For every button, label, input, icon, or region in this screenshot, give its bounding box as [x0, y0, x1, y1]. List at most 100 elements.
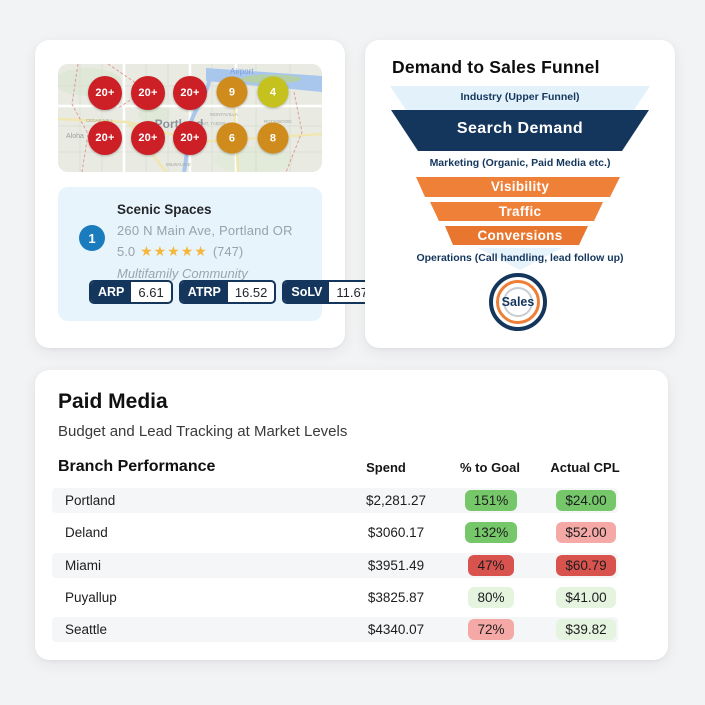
listing-address: 260 N Main Ave, Portland OR — [117, 223, 293, 238]
listing-name: Scenic Spaces — [117, 202, 212, 217]
map-area-label: CEDAR MILL — [86, 118, 114, 123]
funnel-stage-conversions — [445, 226, 588, 245]
sales-label: Sales — [501, 295, 535, 309]
table-row: Puyallup $3825.87 80% $41.00 — [52, 585, 618, 610]
funnel-label-traffic: Traffic — [498, 204, 542, 219]
metric-badge-atrp: ATRP 16.52 — [178, 280, 277, 304]
metric-label: SoLV — [284, 282, 330, 302]
funnel-label-visibility: Visibility — [490, 179, 550, 194]
branch-cell: Deland — [65, 525, 108, 540]
goal-badge: 80% — [468, 587, 514, 608]
funnel-label-operations: Operations (Call handling, lead follow u… — [416, 252, 624, 264]
goal-badge: 72% — [468, 619, 514, 640]
funnel-stage-traffic — [430, 202, 603, 221]
table-row: Miami $3951.49 47% $60.79 — [52, 553, 618, 578]
cpl-badge: $24.00 — [556, 490, 616, 511]
listing-rating-row: 5.0 ★★★★★ (747) — [117, 243, 317, 260]
map-area-label: Aloha — [66, 133, 84, 140]
goal-badge: 151% — [464, 490, 518, 511]
branch-cell: Seattle — [65, 622, 108, 637]
table-row: Portland $2,281.27 151% $24.00 — [52, 488, 618, 513]
metric-badge-arp: ARP 6.61 — [89, 280, 173, 304]
spend-cell: $3825.87 — [367, 590, 425, 605]
listing-rank-badge: 1 — [79, 225, 105, 251]
star-rating-icon: ★★★★★ — [140, 243, 208, 259]
funnel-title: Demand to Sales Funnel — [392, 57, 600, 77]
map-marker-count: 4 — [269, 86, 277, 98]
map-marker[interactable]: 20+ — [173, 76, 207, 110]
branch-cell: Portland — [65, 493, 116, 508]
cpl-badge: $41.00 — [556, 587, 616, 608]
map-marker[interactable]: 20+ — [131, 121, 165, 155]
map-marker-count: 20+ — [95, 132, 115, 144]
listing-item[interactable]: 1 Scenic Spaces 260 N Main Ave, Portland… — [58, 187, 377, 321]
metric-label: ATRP — [180, 282, 228, 302]
listing-category: Multifamily Community — [117, 266, 248, 281]
map-marker[interactable]: 9 — [216, 76, 248, 108]
review-count: (747) — [212, 244, 244, 259]
funnel-label-marketing: Marketing (Organic, Paid Media etc.) — [429, 157, 611, 169]
map-marker-count: 20+ — [138, 132, 158, 144]
cpl-badge: $60.79 — [556, 555, 616, 576]
map-marker-count: 20+ — [138, 87, 158, 99]
column-header-spend: Spend — [366, 460, 406, 475]
metric-value: 6.61 — [138, 284, 164, 300]
spend-cell: $2,281.27 — [365, 493, 427, 508]
map-marker[interactable]: 20+ — [88, 76, 122, 110]
map-marker[interactable]: 6 — [216, 122, 248, 154]
map-marker[interactable]: 20+ — [88, 121, 122, 155]
table-row: Deland $3060.17 132% $52.00 — [52, 520, 618, 545]
map-marker-count: 20+ — [180, 132, 200, 144]
card-subtitle: Budget and Lead Tracking at Market Level… — [58, 423, 348, 440]
spend-cell: $3951.49 — [367, 558, 425, 573]
metric-badge-solv: SoLV 11.67 — [282, 280, 377, 304]
rating-value: 5.0 — [117, 244, 136, 259]
goal-badge: 132% — [464, 522, 518, 543]
map-area-label: ROCKWOOD — [264, 119, 292, 124]
map-airport-label: Airport — [230, 67, 254, 76]
map-marker-count: 9 — [228, 86, 236, 98]
map-marker-count: 8 — [269, 132, 277, 144]
funnel-label-industry: Industry (Upper Funnel) — [460, 91, 580, 103]
funnel-apex — [478, 248, 562, 270]
map-area-label: MONTAVILLA — [210, 112, 238, 117]
funnel-label-conversions: Conversions — [477, 228, 563, 243]
funnel-stage-visibility — [416, 177, 620, 197]
branch-cell: Miami — [65, 558, 101, 573]
goal-badge: 47% — [468, 555, 514, 576]
funnel-stage-search-demand — [391, 110, 649, 151]
map-marker[interactable]: 4 — [257, 76, 289, 108]
branch-cell: Puyallup — [65, 590, 117, 605]
funnel-card: Demand to Sales Funnel Industry (Upper F… — [365, 40, 675, 348]
cpl-badge: $52.00 — [556, 522, 616, 543]
table-row: Seattle $4340.07 72% $39.82 — [52, 617, 618, 642]
paid-media-card: Paid Media Budget and Lead Tracking at M… — [35, 370, 668, 660]
listing-metrics: ARP 6.61 ATRP 16.52 SoLV 11.67 — [89, 280, 377, 304]
column-header-goal: % to Goal — [460, 460, 520, 475]
map-marker-count: 6 — [228, 132, 236, 144]
column-header-cpl: Actual CPL — [550, 460, 620, 475]
cpl-badge: $39.82 — [556, 619, 616, 640]
sales-target-icon: Sales — [489, 273, 547, 331]
card-title: Paid Media — [58, 390, 168, 413]
column-header-branch: Branch Performance — [58, 458, 216, 475]
map-area-label: MILWAUKIE — [166, 162, 191, 167]
sales-ring-outer — [489, 273, 547, 331]
funnel-stage-industry — [390, 86, 650, 110]
map-area-label: MT. TABOR — [202, 121, 226, 126]
market-map-card: Portland Airport Aloha CEDAR MILL MONTAV… — [35, 40, 377, 348]
spend-cell: $3060.17 — [367, 525, 425, 540]
map-marker-count: 20+ — [95, 87, 115, 99]
listing-details: Scenic Spaces 260 N Main Ave, Portland O… — [117, 202, 317, 281]
map-marker[interactable]: 20+ — [173, 121, 207, 155]
spend-cell: $4340.07 — [367, 622, 425, 637]
funnel-svg — [390, 86, 650, 270]
map-marker[interactable]: 8 — [257, 122, 289, 154]
metric-value: 16.52 — [234, 284, 268, 300]
map-marker-count: 20+ — [180, 87, 200, 99]
map[interactable]: Portland Airport Aloha CEDAR MILL MONTAV… — [58, 64, 322, 172]
map-marker[interactable]: 20+ — [131, 76, 165, 110]
metric-label: ARP — [91, 282, 132, 302]
funnel-label-search-demand: Search Demand — [456, 120, 584, 137]
